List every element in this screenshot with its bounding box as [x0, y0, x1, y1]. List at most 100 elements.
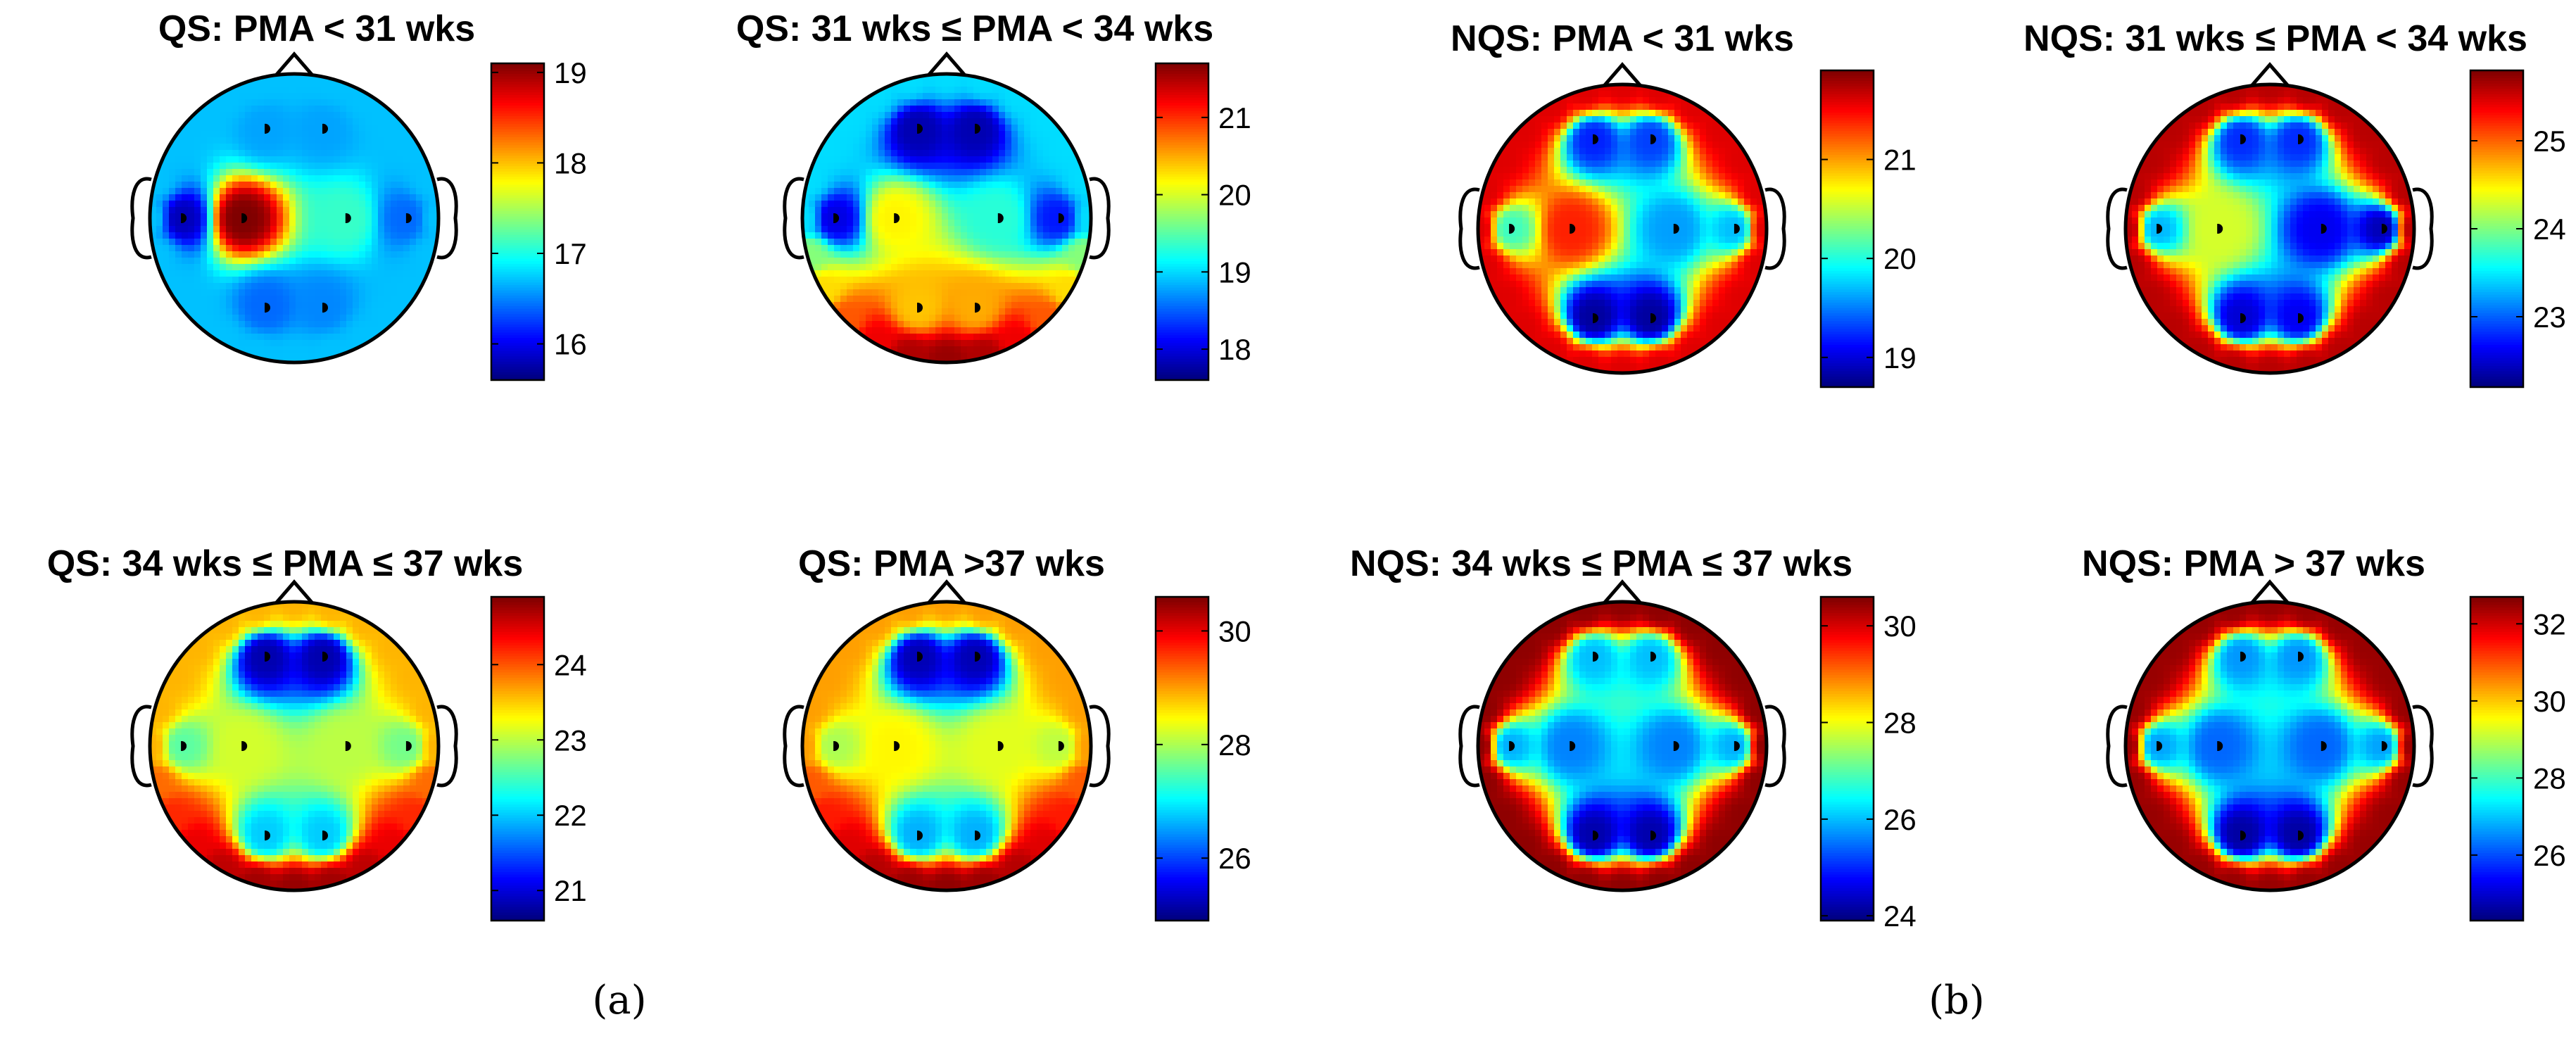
colorbar-segment: [1156, 71, 1208, 75]
colorbar-segment: [1821, 381, 1874, 386]
colorbar-segment: [1821, 788, 1874, 792]
colorbar-segment: [1821, 268, 1874, 272]
colorbar-segment: [1156, 253, 1208, 257]
colorbar-tick-label: 19: [1883, 341, 1917, 374]
colorbar-segment: [1821, 308, 1874, 312]
colorbar-segment: [1821, 812, 1874, 816]
colorbar-segment: [491, 753, 544, 757]
colorbar-segment: [2470, 737, 2523, 740]
colorbar-segment: [491, 821, 544, 824]
colorbar-segment: [2470, 91, 2523, 95]
scalp-map: [1458, 579, 1786, 892]
colorbar-segment: [1821, 826, 1874, 830]
colorbar-segment: [491, 346, 544, 349]
colorbar-segment: [1156, 63, 1208, 67]
colorbar-segment: [2470, 734, 2523, 738]
colorbar-segment: [2470, 339, 2523, 343]
colorbar-segment: [1156, 858, 1208, 862]
colorbar-segment: [2470, 890, 2523, 895]
colorbar-segment: [2470, 199, 2523, 203]
colorbar-segment: [1156, 219, 1208, 222]
electrode-marker: [265, 303, 270, 313]
colorbar-segment: [1156, 203, 1208, 207]
colorbar-segment: [491, 322, 544, 326]
colorbar-segment: [1156, 211, 1208, 215]
colorbar-segment: [2470, 745, 2523, 749]
colorbar-segment: [491, 634, 544, 638]
colorbar-segment: [491, 837, 544, 840]
colorbar-segment: [1821, 904, 1874, 908]
colorbar-segment: [2470, 210, 2523, 214]
colorbar-segment: [1156, 184, 1208, 189]
colorbar-segment: [2470, 297, 2523, 301]
colorbar-segment: [1821, 607, 1874, 611]
colorbar-segment: [1821, 358, 1874, 362]
head-outline: [2123, 600, 2416, 892]
colorbar-segment: [491, 715, 544, 719]
colorbar-segment: [1156, 314, 1208, 317]
colorbar-segment: [2470, 804, 2523, 808]
colorbar-segment: [491, 737, 544, 740]
colorbar-segment: [491, 187, 544, 191]
colorbar-segment: [1156, 308, 1208, 312]
colorbar-segment: [2470, 637, 2523, 641]
colorbar-segment: [1821, 181, 1874, 185]
colorbar-segment: [491, 861, 544, 865]
panel-title: QS: 31 wks ≤ PMA < 34 wks: [736, 8, 1213, 49]
colorbar-segment: [491, 63, 544, 67]
colorbar-segment: [1821, 613, 1874, 617]
electrode-marker: [1510, 741, 1515, 751]
colorbar-segment: [491, 74, 544, 77]
colorbar-segment: [1821, 828, 1874, 833]
colorbar-segment: [1821, 155, 1874, 158]
electrode-marker: [2299, 134, 2304, 144]
colorbar-segment: [1156, 726, 1208, 730]
colorbar-segment: [1821, 234, 1874, 238]
colorbar-segment: [2470, 218, 2523, 222]
colorbar-segment: [1156, 845, 1208, 849]
scalp-map: [130, 51, 458, 365]
electrode-marker: [2241, 313, 2247, 324]
colorbar-segment: [1156, 645, 1208, 649]
colorbar-segment: [491, 216, 544, 220]
electrode-marker: [834, 213, 840, 223]
colorbar-segment: [1821, 366, 1874, 370]
colorbar-segment: [491, 828, 544, 833]
colorbar-segment: [2470, 170, 2523, 175]
colorbar-segment: [491, 840, 544, 843]
colorbar-segment: [491, 243, 544, 246]
colorbar-segment: [1821, 144, 1874, 148]
colorbar-segment: [1821, 694, 1874, 697]
colorbar-segment: [2470, 178, 2523, 182]
colorbar-segment: [1156, 266, 1208, 270]
colorbar-segment: [1156, 301, 1208, 305]
colorbar-segment: [1821, 793, 1874, 797]
colorbar-segment: [2470, 874, 2523, 878]
colorbar-tick-label: 24: [2533, 213, 2566, 246]
colorbar-segment: [2470, 368, 2523, 372]
colorbar-segment: [1156, 340, 1208, 344]
colorbar-segment: [1821, 869, 1874, 873]
topoplot-panel: QS: PMA < 31 wks 16 17 18 19: [130, 8, 587, 381]
colorbar-segment: [491, 351, 544, 355]
colorbar-segment: [1821, 893, 1874, 897]
colorbar-segment: [491, 79, 544, 83]
colorbar-segment: [491, 675, 544, 678]
colorbar-segment: [2470, 96, 2523, 101]
colorbar-segment: [1821, 664, 1874, 668]
colorbar-tick-label: 20: [1218, 179, 1251, 212]
colorbar-segment: [1156, 255, 1208, 260]
colorbar-segment: [1821, 683, 1874, 687]
colorbar-segment: [1156, 804, 1208, 808]
colorbar-segment: [1156, 198, 1208, 201]
colorbar-segment: [1156, 842, 1208, 846]
colorbar-tick-label: 28: [1218, 728, 1251, 762]
colorbar-segment: [491, 629, 544, 633]
colorbar-segment: [491, 804, 544, 808]
colorbar-segment: [491, 129, 544, 133]
colorbar-segment: [491, 359, 544, 362]
colorbar-segment: [1821, 310, 1874, 314]
colorbar-segment: [2470, 769, 2523, 773]
colorbar-segment: [1156, 222, 1208, 225]
colorbar-segment: [2470, 326, 2523, 330]
